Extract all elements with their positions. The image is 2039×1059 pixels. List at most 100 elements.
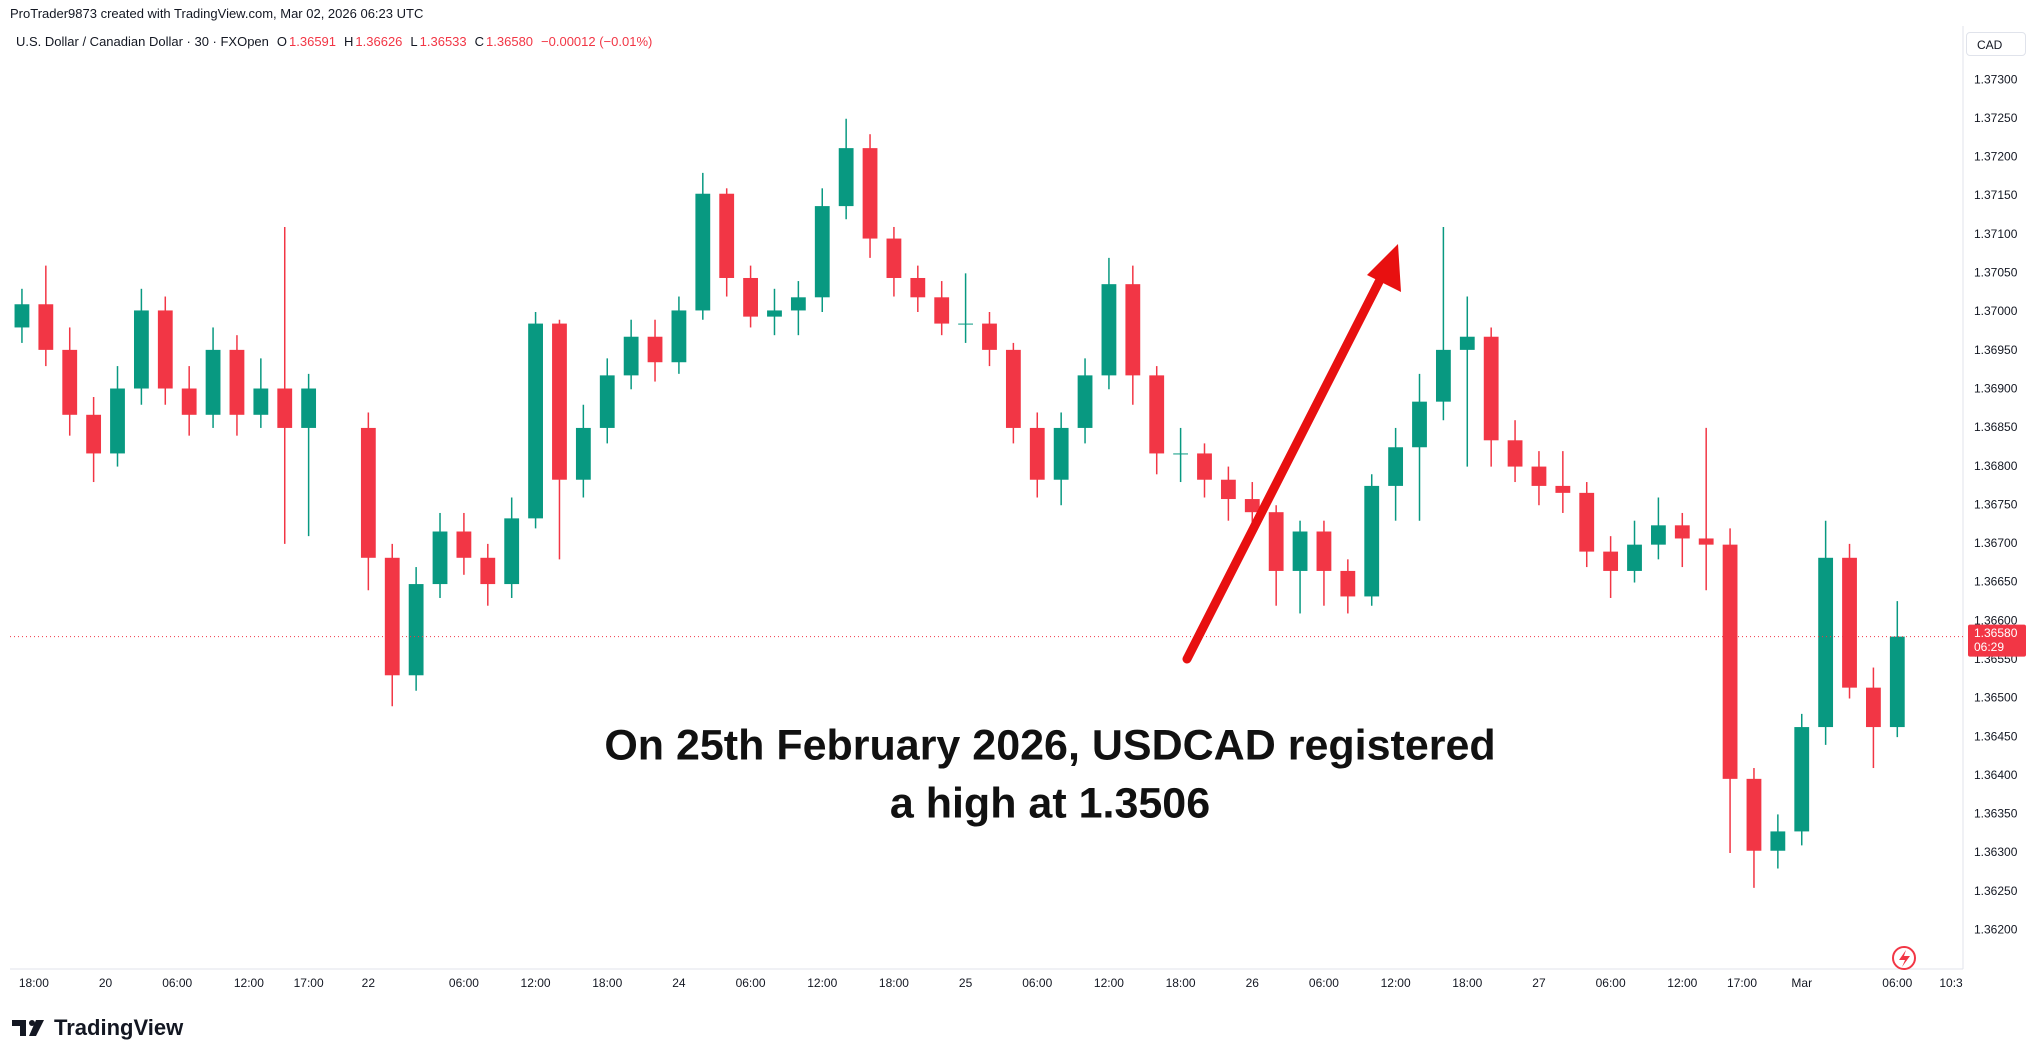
- candle-body: [1698, 538, 1714, 545]
- candle-body: [229, 349, 245, 415]
- brand: TradingView: [12, 1015, 183, 1041]
- y-tick-label: 1.36750: [1974, 497, 2018, 511]
- y-tick-label: 1.37150: [1974, 188, 2018, 202]
- lightning-icon: [1892, 946, 1916, 970]
- candle-body: [1770, 831, 1786, 851]
- candle-body: [1220, 479, 1236, 500]
- candle-body: [205, 349, 221, 415]
- y-tick-label: 1.36350: [1974, 807, 2018, 821]
- candle-body: [1746, 778, 1762, 851]
- candle-body: [1603, 551, 1619, 571]
- candle-body: [1173, 453, 1189, 455]
- candle-body: [767, 310, 782, 317]
- candle-body: [575, 427, 591, 480]
- ohlc-key: L: [410, 34, 418, 49]
- candle-body: [814, 206, 830, 298]
- candle-body: [1579, 492, 1595, 552]
- y-tick-label: 1.36400: [1974, 768, 2018, 782]
- candle-body: [647, 336, 663, 363]
- candle-body: [301, 388, 317, 428]
- candle-body: [1627, 544, 1642, 571]
- ohlc-key: H: [344, 34, 354, 49]
- candle-body: [743, 277, 758, 317]
- candle-body: [1555, 485, 1571, 493]
- candle-body: [1650, 525, 1666, 545]
- x-tick-label: 18:00: [19, 976, 49, 990]
- candle-body: [1364, 485, 1380, 597]
- candle-body: [552, 323, 567, 480]
- x-tick-label: 17:00: [1727, 976, 1757, 990]
- x-tick-label: 12:00: [1094, 976, 1124, 990]
- y-tick-label: 1.36200: [1974, 923, 2018, 937]
- candle-body: [1842, 557, 1857, 688]
- brand-logo: [12, 1020, 44, 1036]
- candle-body: [1435, 349, 1451, 402]
- x-tick-label: 06:00: [1882, 976, 1912, 990]
- symbol: U.S. Dollar / Canadian Dollar · 30 · FXO…: [16, 34, 269, 49]
- x-tick-label: 12:00: [234, 976, 264, 990]
- candle-body: [790, 297, 806, 311]
- candle-body: [1818, 557, 1834, 728]
- candle-body: [1101, 284, 1117, 376]
- annotation: a high at 1.3506: [890, 779, 1210, 827]
- x-tick-label: Mar: [1791, 976, 1812, 990]
- candle-body: [157, 310, 173, 389]
- currency-button[interactable]: CAD: [1966, 32, 2026, 56]
- candle-body: [671, 310, 687, 363]
- y-tick-label: 1.36900: [1974, 381, 2018, 395]
- y-tick-label: 1.36300: [1974, 845, 2018, 859]
- x-tick-label: 06:00: [736, 976, 766, 990]
- y-tick-label: 1.36600: [1974, 613, 2018, 627]
- x-tick-label: 17:00: [294, 976, 324, 990]
- candle-body: [886, 238, 902, 278]
- x-tick-label: 06:00: [1309, 976, 1339, 990]
- candle-body: [528, 323, 543, 519]
- candle-body: [1507, 440, 1523, 467]
- candle-body: [982, 323, 997, 350]
- candle-body: [1077, 375, 1093, 428]
- last-price-label: 1.36580: [1974, 626, 2018, 640]
- y-tick-label: 1.36500: [1974, 691, 2018, 705]
- ohlc-value: 1.36626: [355, 34, 403, 49]
- x-tick-label: 12:00: [1381, 976, 1411, 990]
- candle-body: [360, 427, 376, 558]
- x-tick-label: 10:3: [1939, 976, 1963, 990]
- x-tick-label: 06:00: [1022, 976, 1052, 990]
- y-tick-label: 1.36800: [1974, 459, 2018, 473]
- candle-body: [934, 297, 950, 324]
- arrow-head: [1367, 244, 1401, 292]
- candle-body: [958, 323, 974, 325]
- brand-name: TradingView: [54, 1015, 184, 1040]
- x-tick-label: 22: [362, 976, 376, 990]
- candle-body: [1794, 727, 1810, 832]
- candle-body: [1531, 466, 1547, 486]
- ohlc-value: 1.36591: [289, 34, 337, 49]
- y-tick-label: 1.37050: [1974, 266, 2018, 280]
- candle-body: [456, 531, 472, 558]
- candle-body: [910, 277, 926, 298]
- y-tick-label: 1.36700: [1974, 536, 2018, 550]
- x-tick-label: 12:00: [807, 976, 837, 990]
- x-tick-label: 12:00: [1667, 976, 1697, 990]
- candle-body: [181, 388, 197, 415]
- candle-body: [253, 388, 269, 415]
- y-tick-label: 1.36650: [1974, 575, 2018, 589]
- y-tick-label: 1.36850: [1974, 420, 2018, 434]
- candle-body: [384, 557, 400, 676]
- candle-body: [432, 531, 448, 585]
- x-tick-label: 06:00: [449, 976, 479, 990]
- y-tick-label: 1.37100: [1974, 227, 2018, 241]
- last-price-box: [1968, 624, 2026, 657]
- candle-body: [1340, 570, 1356, 597]
- x-tick-label: 24: [672, 976, 686, 990]
- candle-body: [133, 310, 149, 389]
- candle-body: [1149, 375, 1165, 454]
- candle-body: [1244, 499, 1260, 513]
- y-tick-label: 1.37000: [1974, 304, 2018, 318]
- ohlc-key: O: [276, 34, 288, 49]
- candle-body: [1197, 453, 1212, 480]
- x-tick-label: 25: [959, 976, 973, 990]
- candle-body: [1125, 284, 1141, 376]
- x-tick-label: 27: [1532, 976, 1546, 990]
- candle-body: [62, 349, 78, 415]
